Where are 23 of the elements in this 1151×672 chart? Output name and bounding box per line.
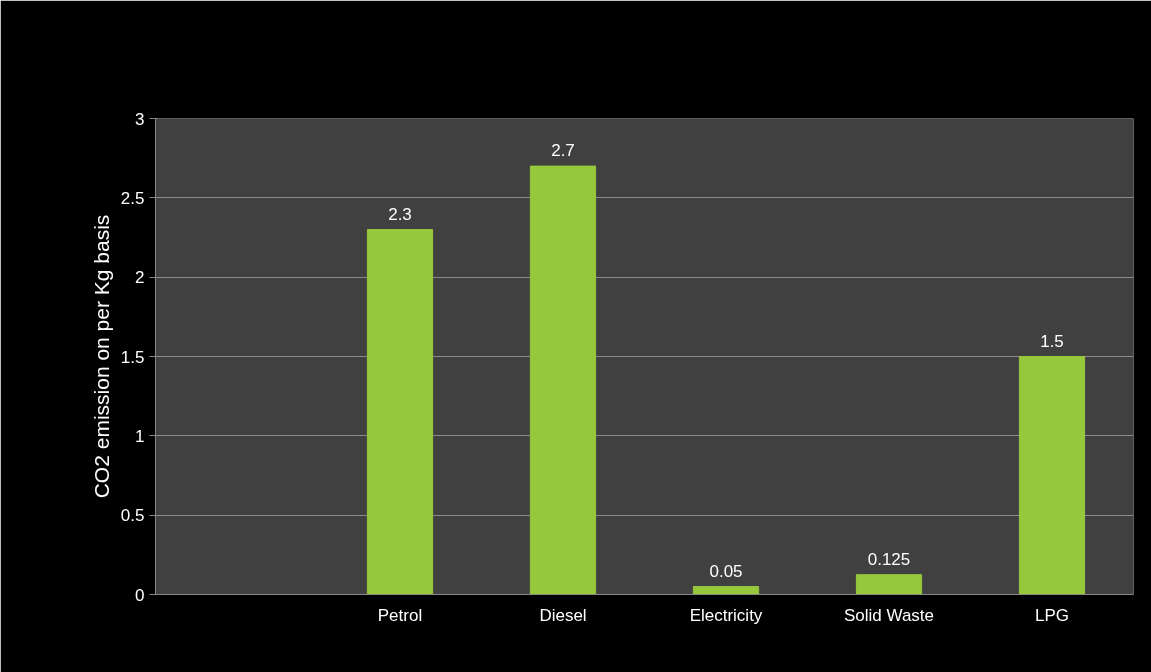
y-tick-label: 1 bbox=[135, 426, 145, 446]
data-label: 2.7 bbox=[551, 141, 575, 161]
bar bbox=[529, 165, 597, 595]
x-tick-label: Diesel bbox=[539, 605, 587, 625]
y-tick-label: 3 bbox=[135, 109, 145, 129]
y-tick-label: 2 bbox=[135, 268, 145, 288]
x-tick-label: Electricity bbox=[689, 605, 763, 625]
data-label: 2.3 bbox=[388, 204, 412, 224]
x-tick-label: Solid Waste bbox=[843, 605, 935, 625]
y-axis-title: CO2 emission on per Kg basis bbox=[89, 214, 113, 499]
y-tick-label: 0 bbox=[135, 585, 145, 605]
y-tick-label: 0.5 bbox=[120, 506, 145, 526]
x-tick-label: Petrol bbox=[377, 605, 423, 625]
x-tick-label: LPG bbox=[1034, 605, 1070, 625]
y-tick-label: 2.5 bbox=[120, 188, 145, 208]
data-label: 0.125 bbox=[867, 549, 911, 569]
data-label: 1.5 bbox=[1040, 331, 1064, 351]
data-label: 0.05 bbox=[709, 561, 743, 581]
bar bbox=[692, 586, 760, 595]
bar bbox=[855, 574, 923, 595]
bar bbox=[1018, 356, 1086, 595]
y-tick-label: 1.5 bbox=[120, 347, 145, 367]
bar bbox=[366, 229, 434, 595]
